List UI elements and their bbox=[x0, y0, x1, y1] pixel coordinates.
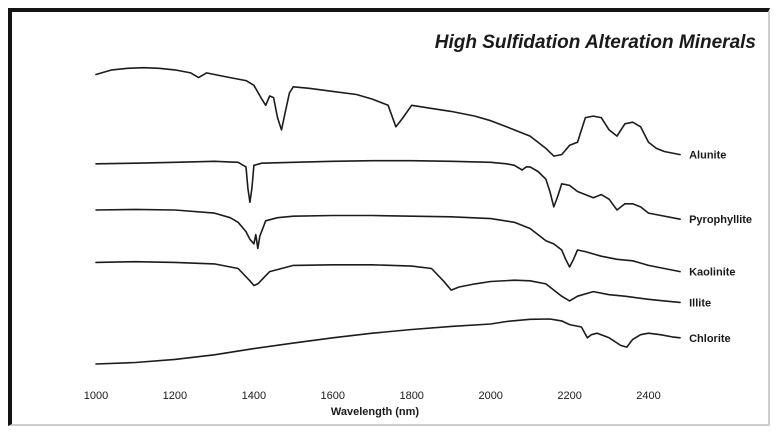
x-tick-layer: 1000 1200 1400 1600 1800 2000 2200 2400 bbox=[84, 390, 661, 402]
x-tick-label: 1600 bbox=[321, 390, 345, 402]
x-tick-label: 2000 bbox=[478, 390, 502, 402]
series-label-kaolinite: Kaolinite bbox=[689, 267, 735, 279]
x-tick-label: 1400 bbox=[242, 390, 266, 402]
x-tick-label: 2200 bbox=[557, 390, 581, 402]
series-line-illite bbox=[95, 260, 681, 304]
x-tick-label: 1200 bbox=[163, 390, 187, 402]
series-label-alunite: Alunite bbox=[689, 150, 726, 162]
x-tick-label: 2400 bbox=[636, 390, 660, 402]
series-line-alunite bbox=[95, 66, 681, 157]
series-label-pyrophyllite: Pyrophyllite bbox=[689, 214, 752, 226]
chart-title: High Sulfidation Alteration Minerals bbox=[435, 32, 756, 53]
x-tick-label: 1800 bbox=[399, 390, 423, 402]
chart-frame bbox=[8, 8, 770, 426]
series-layer bbox=[95, 66, 681, 365]
series-line-chlorite bbox=[95, 318, 681, 365]
x-tick-label: 1000 bbox=[84, 390, 108, 402]
series-line-kaolinite bbox=[95, 208, 681, 273]
series-line-pyrophyllite bbox=[95, 159, 681, 220]
series-label-illite: Illite bbox=[689, 297, 711, 309]
x-axis-title: Wavelength (nm) bbox=[331, 406, 420, 418]
series-label-chlorite: Chlorite bbox=[689, 333, 731, 345]
series-label-layer: Alunite Pyrophyllite Kaolinite Illite Chlori… bbox=[689, 150, 752, 345]
